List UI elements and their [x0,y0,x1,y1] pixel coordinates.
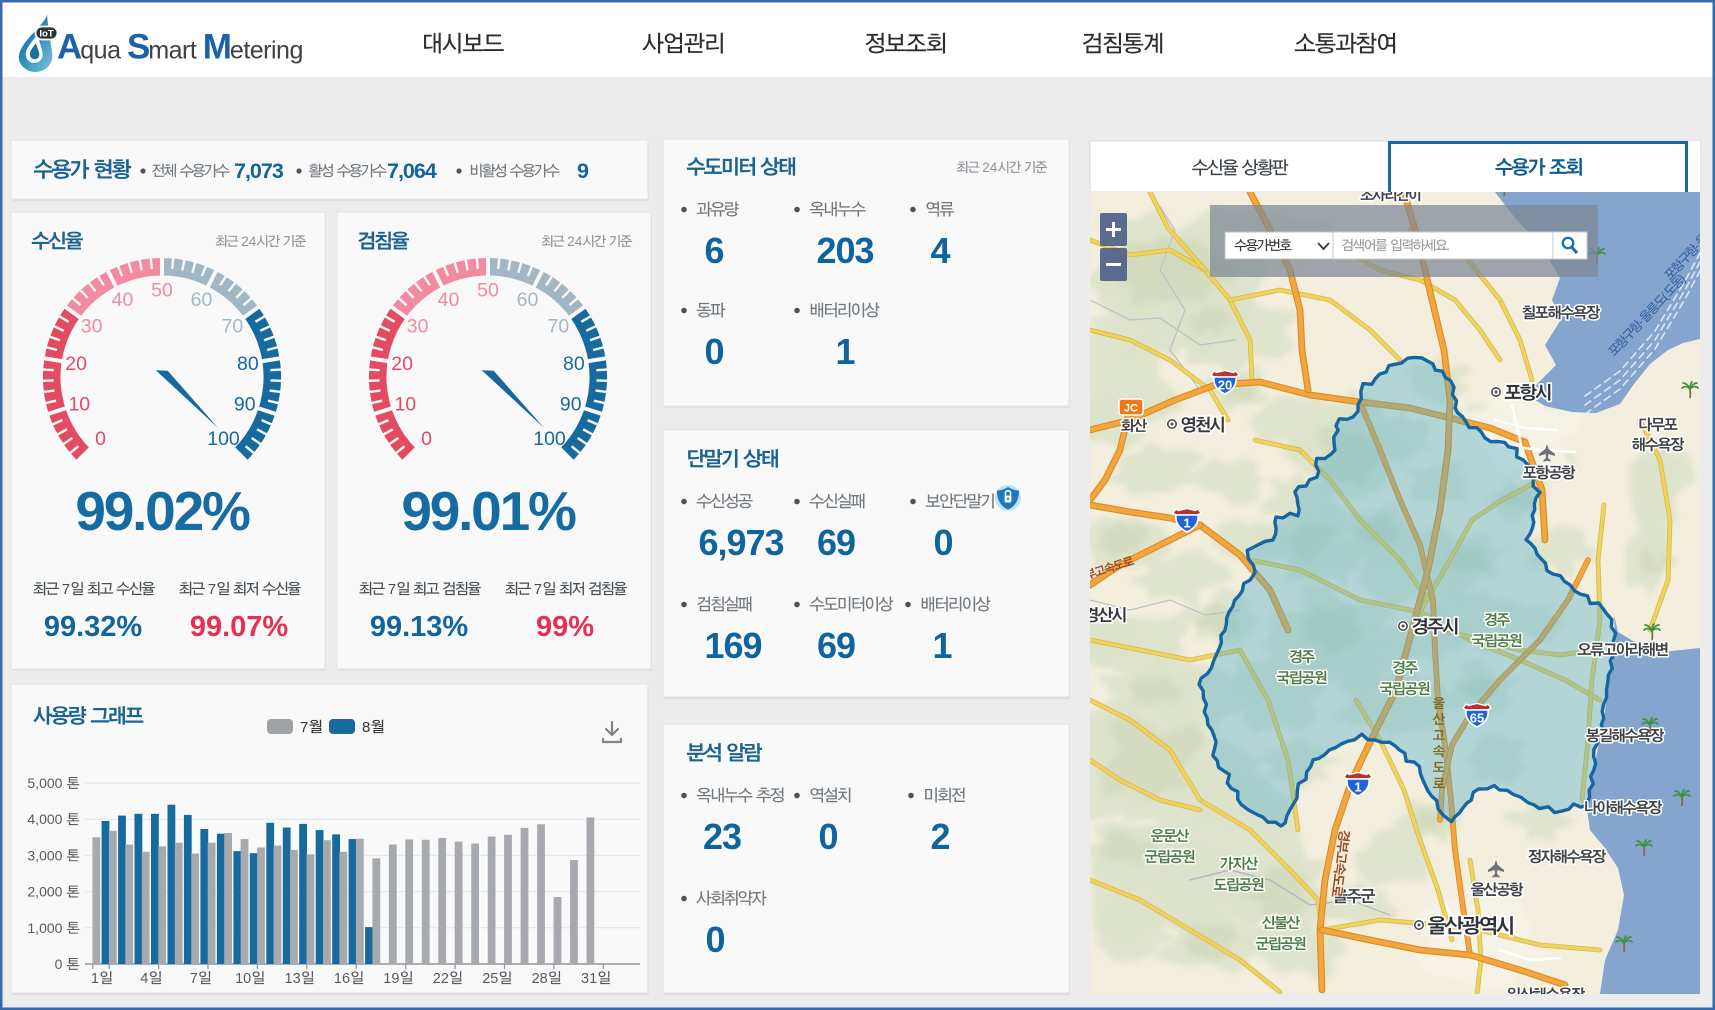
svg-text:16: 16 [334,971,350,987]
svg-text:IoT: IoT [39,29,53,40]
svg-text:20: 20 [65,353,87,375]
svg-text:1: 1 [1354,780,1361,795]
svg-text:13: 13 [285,971,301,987]
svg-text:10: 10 [235,971,251,987]
svg-text:1,000: 1,000 [27,920,62,936]
svg-text:1: 1 [835,331,855,372]
svg-text:3,000: 3,000 [27,847,62,863]
svg-text:20: 20 [1218,378,1232,393]
svg-text:6: 6 [704,230,723,271]
svg-text:7: 7 [388,581,396,598]
svg-text:6,973: 6,973 [698,522,783,563]
svg-text:99%: 99% [536,611,594,643]
svg-text:90: 90 [560,393,582,415]
svg-text:7: 7 [190,971,198,987]
svg-text:10: 10 [394,393,416,415]
svg-text:.: . [1446,238,1450,253]
svg-text:-: - [1690,240,1703,253]
svg-text:7: 7 [62,581,70,598]
svg-text:1: 1 [91,971,99,987]
svg-text:80: 80 [237,353,259,375]
svg-text:7: 7 [300,719,308,736]
svg-text:7: 7 [534,581,542,598]
svg-text:20: 20 [391,353,413,375]
svg-text:30: 30 [81,315,103,337]
svg-text:100: 100 [533,428,566,450]
svg-text:28: 28 [532,971,548,987]
svg-text:7,064: 7,064 [387,159,437,183]
svg-text:23: 23 [703,816,741,857]
svg-text:99.01%: 99.01% [401,480,576,542]
svg-text:99.07%: 99.07% [190,611,289,643]
svg-text:70: 70 [548,315,570,337]
svg-text:65: 65 [1470,711,1484,726]
svg-text:4: 4 [930,230,950,271]
svg-text:9: 9 [577,159,589,183]
svg-text:22: 22 [433,971,449,987]
svg-text:19: 19 [383,971,399,987]
svg-text:60: 60 [517,289,539,311]
svg-text:99.02%: 99.02% [75,480,250,542]
svg-text:69: 69 [817,625,855,666]
svg-text:0: 0 [818,816,837,857]
svg-text:100: 100 [207,428,240,450]
svg-text:0: 0 [95,428,106,450]
svg-text:4,000: 4,000 [27,811,62,827]
svg-text:5,000: 5,000 [27,775,62,791]
svg-text:0: 0 [705,919,724,960]
svg-text:7,073: 7,073 [234,159,284,183]
svg-text:99.32%: 99.32% [44,611,143,643]
svg-text:1: 1 [932,625,952,666]
svg-text:10: 10 [68,393,90,415]
svg-text:Aqua Smart Metering: Aqua Smart Metering [57,28,303,67]
svg-text:99.13%: 99.13% [370,611,469,643]
svg-text:31: 31 [581,971,597,987]
svg-text:203: 203 [816,230,873,271]
svg-text:0: 0 [421,428,432,450]
svg-text:24: 24 [982,160,998,175]
svg-text:25: 25 [482,971,498,987]
svg-text:2,000: 2,000 [27,884,62,900]
svg-text:40: 40 [438,289,460,311]
svg-text:70: 70 [222,315,244,337]
svg-text:50: 50 [151,280,173,302]
svg-text:80: 80 [563,353,585,375]
svg-text:2: 2 [930,816,949,857]
svg-text:24: 24 [241,234,257,249]
svg-text:0: 0 [55,956,63,972]
svg-text:0: 0 [704,331,723,372]
svg-text:169: 169 [704,625,761,666]
svg-text:1: 1 [1183,516,1190,531]
svg-text:8: 8 [362,719,370,736]
svg-text:24: 24 [567,234,583,249]
svg-text:7: 7 [208,581,216,598]
svg-text:60: 60 [191,289,213,311]
svg-text:50: 50 [477,280,499,302]
svg-text:0: 0 [933,522,952,563]
svg-text:4: 4 [140,971,148,987]
svg-text:69: 69 [817,522,855,563]
svg-text:40: 40 [112,289,134,311]
svg-text:30: 30 [407,315,429,337]
svg-text:JC: JC [1124,403,1138,415]
svg-text:90: 90 [234,393,256,415]
